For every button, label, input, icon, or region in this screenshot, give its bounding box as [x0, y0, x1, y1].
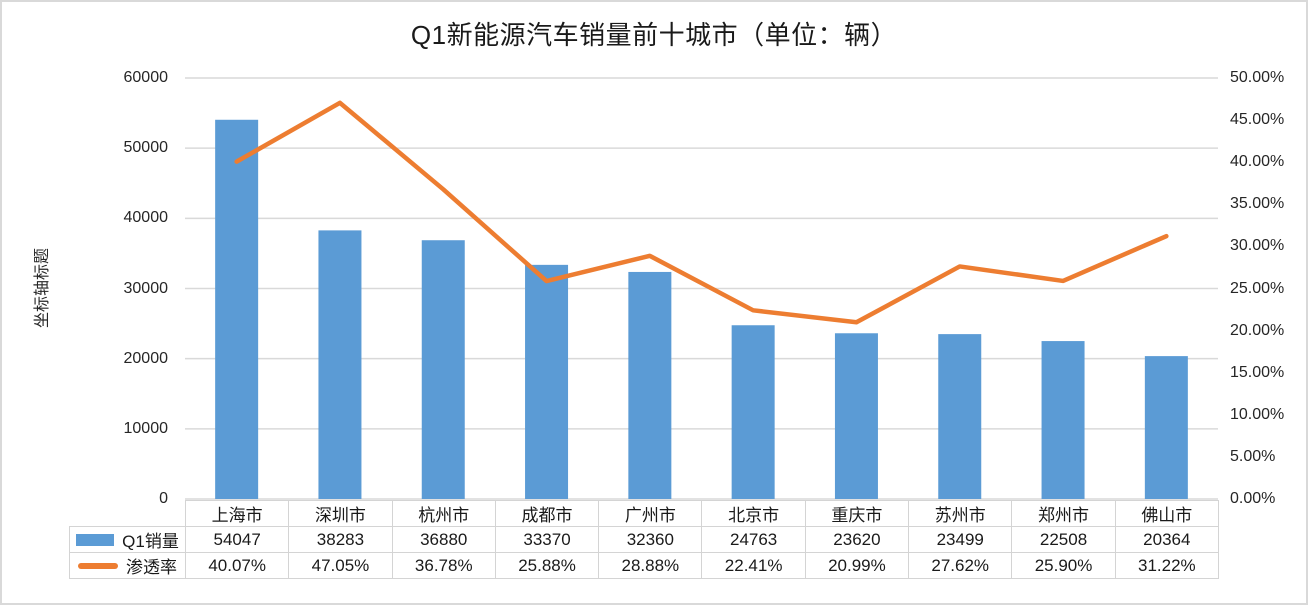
category-label: 苏州市 — [908, 500, 1013, 527]
sales-value: 38283 — [288, 526, 393, 553]
right-axis-tick-label: 40.00% — [1230, 153, 1285, 171]
data-table: 上海市 深圳市 杭州市 成都市 广州市 北京市 重庆市 苏州市 郑州市 佛山市 Q1销量 54047 3… — [69, 500, 1219, 579]
penetration-value: 28.88% — [598, 552, 703, 579]
left-axis-tick-label: 50000 — [123, 139, 169, 157]
table-row-penetration: 渗透率 40.07% 47.05% 36.78% 25.88% 28.88% 22.41% 2… — [69, 552, 1219, 579]
sales-value: 36880 — [391, 526, 496, 553]
chart-title: Q1新能源汽车销量前十城市（单位：辆） — [410, 20, 898, 50]
penetration-value: 27.62% — [908, 552, 1013, 579]
right-axis-tick-label: 5.00% — [1230, 447, 1276, 465]
category-label: 杭州市 — [391, 500, 496, 527]
bar-佛山市 — [1144, 356, 1188, 499]
bar-深圳市 — [318, 230, 362, 499]
legend-cell: 渗透率 — [69, 552, 186, 579]
sales-value: 32360 — [598, 526, 703, 553]
right-axis-tick-label: 50.00% — [1230, 69, 1285, 86]
legend-label: Q1销量 — [122, 532, 179, 551]
left-axis-tick-label: 20000 — [123, 349, 169, 367]
penetration-value: 36.78% — [391, 552, 496, 579]
table-corner-cell — [70, 501, 186, 527]
penetration-value: 25.90% — [1011, 552, 1116, 579]
right-axis-tick-label: 25.00% — [1230, 279, 1285, 297]
bar-series-swatch-icon — [76, 533, 115, 546]
sales-value: 33370 — [494, 526, 600, 553]
sales-value: 20364 — [1114, 526, 1219, 553]
category-label: 上海市 — [184, 500, 290, 527]
left-axis-tick-label: 10000 — [123, 419, 169, 437]
bar-重庆市 — [834, 333, 878, 499]
category-label: 佛山市 — [1114, 500, 1219, 527]
right-axis-tick-label: 30.00% — [1230, 237, 1285, 255]
category-label: 北京市 — [701, 500, 806, 527]
bar-苏州市 — [938, 334, 982, 499]
right-axis-tick-label: 45.00% — [1230, 111, 1285, 129]
category-label: 深圳市 — [288, 500, 393, 527]
legend-label: 渗透率 — [126, 558, 177, 577]
category-label: 成都市 — [494, 500, 600, 527]
right-axis-tick-label: 15.00% — [1230, 363, 1285, 381]
legend-cell: Q1销量 — [69, 526, 186, 553]
category-label: 重庆市 — [804, 500, 910, 527]
left-axis-tick-label: 30000 — [123, 279, 169, 297]
category-label: 郑州市 — [1011, 500, 1116, 527]
sales-value: 23620 — [804, 526, 910, 553]
bar-杭州市 — [421, 240, 465, 499]
left-axis-tick-label: 60000 — [123, 69, 169, 86]
right-axis-tick-label: 20.00% — [1230, 321, 1285, 339]
penetration-value: 25.88% — [494, 552, 600, 579]
sales-value: 24763 — [701, 526, 806, 553]
penetration-value: 31.22% — [1114, 552, 1219, 579]
bar-广州市 — [628, 271, 672, 499]
legend-item: Q1销量 — [72, 528, 183, 552]
legend-item: 渗透率 — [72, 554, 183, 578]
bar-北京市 — [731, 325, 775, 499]
table-row-sales: Q1销量 54047 38283 36880 33370 32360 24763 23620 2… — [69, 526, 1219, 553]
category-label: 广州市 — [598, 500, 703, 527]
sales-value: 22508 — [1011, 526, 1116, 553]
sales-value: 54047 — [184, 526, 290, 553]
right-axis-tick-label: 10.00% — [1230, 405, 1285, 423]
bar-上海市 — [215, 119, 259, 500]
left-axis-tick-label: 0 — [159, 490, 168, 507]
penetration-value: 20.99% — [804, 552, 910, 579]
left-axis-tick-label: 40000 — [123, 209, 169, 227]
right-axis-tick-label: 35.00% — [1230, 195, 1285, 213]
penetration-value: 47.05% — [288, 552, 393, 579]
penetration-value: 22.41% — [701, 552, 806, 579]
bar-郑州市 — [1041, 341, 1085, 499]
bar-成都市 — [525, 264, 569, 499]
sales-value: 23499 — [908, 526, 1013, 553]
penetration-value: 40.07% — [184, 552, 290, 579]
right-axis-tick-label: 0.00% — [1230, 490, 1276, 507]
penetration-line — [234, 100, 1169, 325]
line-series-swatch-icon — [78, 562, 118, 569]
table-row-categories: 上海市 深圳市 杭州市 成都市 广州市 北京市 重庆市 苏州市 郑州市 佛山市 — [70, 500, 1219, 527]
